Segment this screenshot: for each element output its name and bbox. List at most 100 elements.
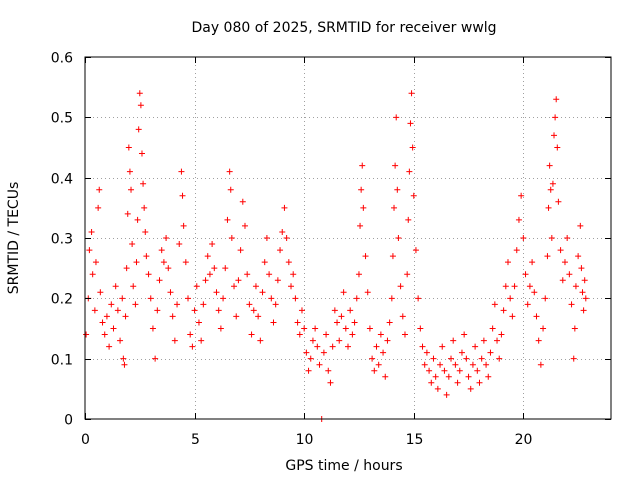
data-point (327, 379, 334, 386)
data-point (461, 331, 468, 338)
data-point (542, 295, 549, 302)
data-point (145, 271, 152, 278)
data-point (303, 349, 310, 356)
data-point (163, 235, 170, 241)
y-tick-label: 0.1 (51, 353, 73, 369)
data-point (437, 361, 444, 368)
data-point (553, 96, 560, 103)
data-point (182, 259, 189, 266)
data-point (119, 295, 126, 302)
x-tick-label: 20 (515, 432, 533, 448)
data-point (174, 301, 181, 308)
data-point (283, 235, 290, 241)
data-point (91, 307, 98, 314)
data-point (296, 331, 303, 338)
data-point (544, 253, 551, 260)
data-point (465, 373, 472, 380)
data-point (423, 349, 430, 356)
data-point (336, 337, 343, 344)
data-point (371, 367, 378, 374)
data-point (312, 325, 319, 332)
data-point (421, 361, 428, 368)
data-point (581, 277, 588, 284)
data-point (112, 283, 119, 290)
data-point (209, 241, 216, 248)
data-point (211, 265, 218, 272)
chart-title: Day 080 of 2025, SRMTID for receiver wwl… (191, 20, 496, 36)
data-point (129, 241, 136, 248)
data-point (124, 210, 131, 217)
data-point (577, 222, 584, 229)
data-point (391, 204, 398, 211)
data-point (285, 259, 292, 266)
data-point (483, 361, 490, 368)
data-point (176, 241, 183, 248)
data-point (582, 295, 589, 302)
data-point (511, 283, 518, 290)
data-point (114, 307, 121, 314)
data-point (394, 186, 401, 193)
data-point (231, 283, 238, 290)
data-point (417, 325, 424, 332)
data-point (507, 295, 514, 302)
data-point (347, 307, 354, 314)
data-point (362, 253, 369, 260)
data-point (156, 277, 163, 284)
data-point (355, 271, 362, 278)
data-point (259, 289, 266, 296)
data-point (405, 216, 412, 223)
data-point (132, 301, 139, 308)
data-point (88, 228, 95, 235)
data-point (263, 235, 270, 241)
x-tick-label: 0 (81, 432, 90, 448)
data-point (338, 313, 345, 320)
data-point (554, 144, 561, 151)
data-point (108, 301, 115, 308)
data-point (546, 162, 553, 169)
data-point (373, 343, 380, 350)
data-point (97, 289, 104, 296)
data-point (500, 307, 507, 314)
data-point (515, 216, 522, 223)
data-point (359, 162, 366, 169)
data-point (298, 307, 305, 314)
data-point (452, 361, 459, 368)
data-point (135, 126, 142, 133)
data-point (498, 331, 505, 338)
axis-ticks: 0 0.1 0.2 0.3 0.4 0.5 0.6 0 5 10 15 20 (51, 51, 611, 448)
data-point (294, 319, 301, 326)
data-point (142, 228, 149, 235)
data-point (193, 283, 200, 290)
data-point (167, 289, 174, 296)
data-point (415, 295, 422, 302)
data-point (540, 325, 547, 332)
data-point (180, 222, 187, 229)
data-point (134, 216, 141, 223)
data-point (96, 186, 103, 193)
data-point (443, 391, 450, 398)
data-point (533, 313, 540, 320)
data-point (86, 247, 93, 254)
data-point (154, 307, 161, 314)
data-point (504, 259, 511, 266)
data-point (345, 343, 351, 350)
data-point (572, 283, 579, 290)
data-point (235, 277, 242, 284)
data-point (126, 168, 133, 175)
data-point (279, 228, 286, 235)
data-point (202, 277, 209, 284)
data-point (334, 319, 341, 326)
data-point (399, 313, 406, 320)
data-point (89, 271, 96, 278)
data-point (171, 337, 178, 344)
data-point (204, 253, 211, 260)
data-point (564, 235, 571, 241)
x-axis-label: GPS time / hours (285, 458, 402, 474)
data-point (320, 349, 327, 356)
data-point (178, 168, 185, 175)
data-point (375, 361, 382, 368)
data-point (480, 337, 487, 344)
data-point (200, 301, 207, 308)
data-point (419, 343, 426, 350)
